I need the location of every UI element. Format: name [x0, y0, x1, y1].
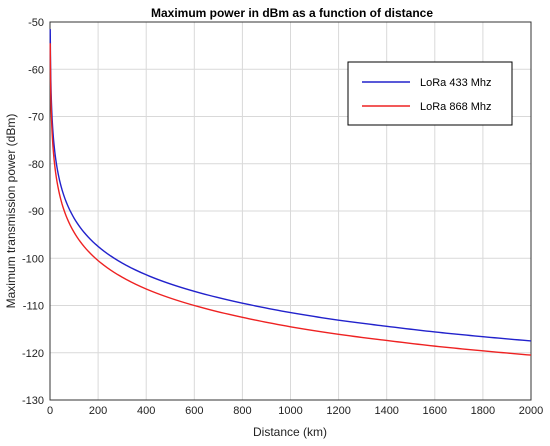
x-tick-label: 1200: [326, 405, 350, 417]
chart-title: Maximum power in dBm as a function of di…: [151, 6, 433, 20]
plot-frame: [49, 21, 532, 401]
y-tick-label: -60: [28, 64, 44, 76]
x-tick-label: 200: [89, 405, 107, 417]
legend: LoRa 433 Mhz LoRa 868 Mhz: [347, 61, 513, 126]
x-tick-label: 1800: [471, 405, 495, 417]
y-tick-label: -100: [22, 253, 44, 265]
y-tick-label: -90: [28, 206, 44, 218]
x-tick-label: 0: [47, 405, 53, 417]
y-tick-label: -120: [22, 348, 44, 360]
legend-box: [347, 61, 513, 126]
legend-label-0: LoRa 433 Mhz: [420, 77, 492, 89]
series-layer: [49, 29, 532, 356]
tick-layer: 0 200 400 600 800 1000 1200 1400 1600 1800 2000 -13…: [22, 17, 543, 417]
x-tick-label: 1600: [423, 405, 447, 417]
x-tick-label: 1400: [374, 405, 398, 417]
series-line-1: [49, 43, 532, 356]
x-tick-label: 800: [233, 405, 251, 417]
x-tick-label: 2000: [519, 405, 543, 417]
y-tick-label: -50: [28, 17, 44, 29]
x-tick-label: 600: [185, 405, 203, 417]
y-tick-label: -110: [23, 301, 44, 313]
x-axis-title: Distance (km): [253, 425, 327, 439]
legend-items: LoRa 433 Mhz LoRa 868 Mhz: [362, 77, 492, 113]
legend-label-1: LoRa 868 Mhz: [420, 101, 492, 113]
y-tick-label: -80: [28, 159, 44, 171]
y-axis-title: Maximum transmission power (dBm): [4, 114, 18, 309]
x-tick-label: 400: [137, 405, 155, 417]
x-tick-label: 1000: [278, 405, 302, 417]
y-tick-label: -70: [28, 112, 44, 124]
y-tick-label: -130: [22, 395, 44, 407]
